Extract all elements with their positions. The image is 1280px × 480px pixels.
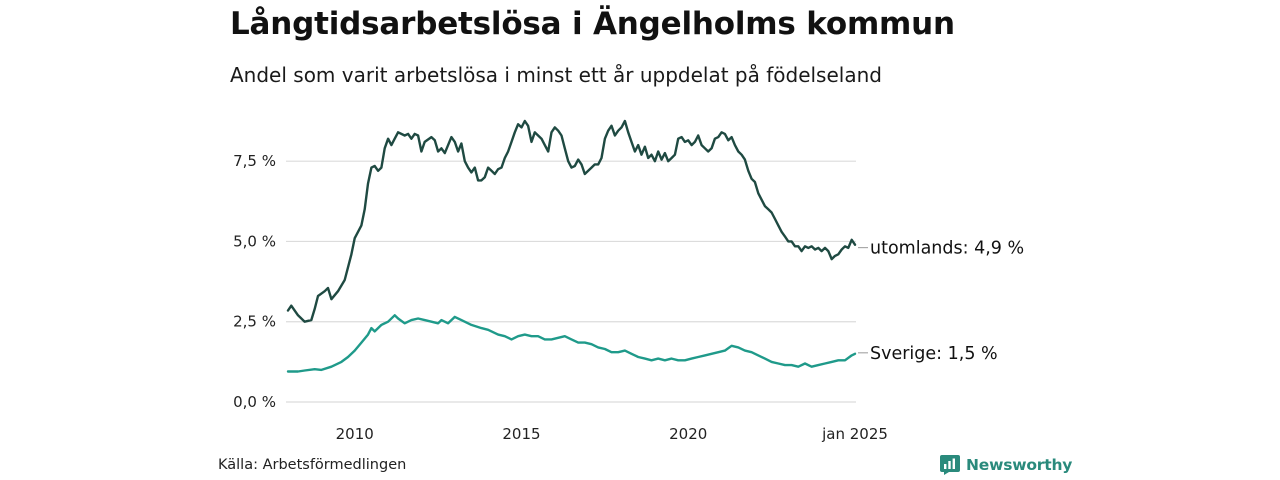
chart-bars-icon: [940, 455, 960, 475]
y-tick-label: 0,0 %: [233, 393, 276, 411]
brand-name: Newsworthy: [966, 456, 1073, 474]
chart-title: Långtidsarbetslösa i Ängelholms kommun: [230, 6, 955, 42]
x-tick-label: 2010: [336, 425, 374, 443]
series-line-utomlands: [286, 119, 857, 323]
y-tick-label: 2,5 %: [233, 313, 276, 331]
end-label-sverige: Sverige: 1,5 %: [870, 344, 998, 364]
y-axis-tick-labels: 0,0 % 2,5 % 5,0 % 7,5 %: [233, 152, 276, 411]
source-note: Källa: Arbetsförmedlingen: [218, 457, 407, 473]
brand-logo: Newsworthy: [940, 455, 1072, 475]
y-tick-label: 5,0 %: [233, 232, 276, 250]
x-tick-label: 2020: [669, 425, 707, 443]
x-axis-tick-labels: 2010 2015 2020 jan 2025: [336, 425, 888, 443]
series-lines: [286, 119, 857, 373]
x-tick-label: 2015: [502, 425, 540, 443]
series-line-sverige: [286, 314, 857, 373]
series-end-labels: utomlands: 4,9 % Sverige: 1,5 %: [858, 239, 1024, 364]
end-label-utomlands: utomlands: 4,9 %: [870, 239, 1024, 259]
x-tick-label: jan 2025: [821, 425, 888, 443]
grid-lines: [286, 160, 856, 403]
y-tick-label: 7,5 %: [233, 152, 276, 170]
chart-subtitle: Andel som varit arbetslösa i minst ett å…: [230, 63, 882, 87]
